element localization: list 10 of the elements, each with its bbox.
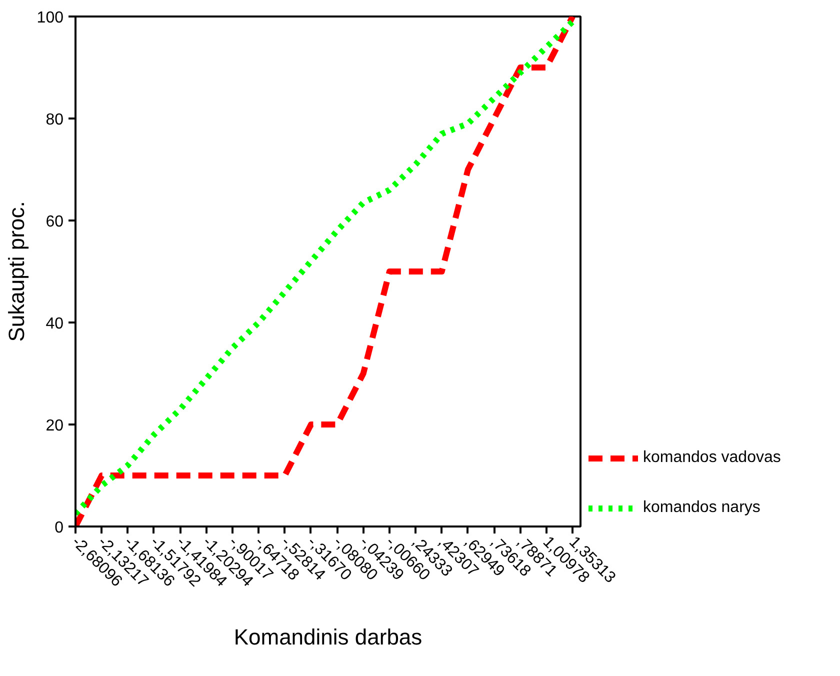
y-tick-label: 60: [46, 214, 64, 230]
y-tick-label: 40: [46, 316, 64, 332]
y-axis-title: Sukaupti proc.: [4, 201, 29, 342]
y-tick-label: 80: [46, 112, 64, 128]
y-tick-label: 20: [46, 418, 64, 434]
y-tick-label: 0: [54, 520, 64, 536]
legend-label: komandos narys: [643, 499, 760, 517]
x-axis-title: Komandinis darbas: [234, 624, 422, 650]
y-tick-label: 100: [36, 10, 64, 26]
legend-label: komandos vadovas: [643, 449, 781, 467]
